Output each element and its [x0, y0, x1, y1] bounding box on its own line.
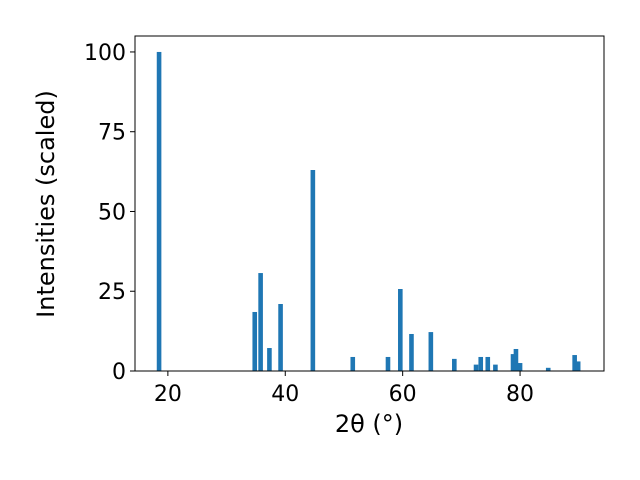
bar [385, 356, 391, 371]
bar [452, 358, 457, 371]
bar [409, 333, 414, 371]
bar [252, 311, 258, 371]
bar [310, 170, 316, 371]
y-tick-label: 75 [98, 121, 126, 146]
bar [350, 356, 356, 371]
bar [517, 363, 523, 371]
bar [478, 356, 484, 371]
bar [398, 289, 403, 371]
x-tick-label: 80 [506, 382, 534, 407]
x-axis-label: 2θ (°) [335, 410, 403, 438]
y-tick-label: 100 [84, 41, 126, 66]
y-tick-label: 0 [112, 360, 126, 385]
bar [278, 304, 283, 371]
bar [156, 51, 162, 371]
plot-frame [134, 35, 605, 372]
x-tick-label: 60 [389, 382, 417, 407]
y-tick-label: 25 [98, 280, 126, 305]
y-axis-label: Intensities (scaled) [32, 90, 60, 318]
y-tick-label: 50 [98, 200, 126, 225]
bar [545, 367, 551, 371]
bar [572, 355, 577, 371]
bar [575, 361, 581, 371]
bar [513, 348, 519, 371]
x-tick-label: 20 [154, 382, 182, 407]
bar [510, 354, 516, 371]
x-tick-label: 40 [271, 382, 299, 407]
bar [485, 356, 491, 371]
bar [493, 364, 498, 371]
bar [267, 348, 272, 371]
bar [258, 273, 263, 371]
bar [473, 364, 479, 371]
bar [428, 332, 434, 371]
